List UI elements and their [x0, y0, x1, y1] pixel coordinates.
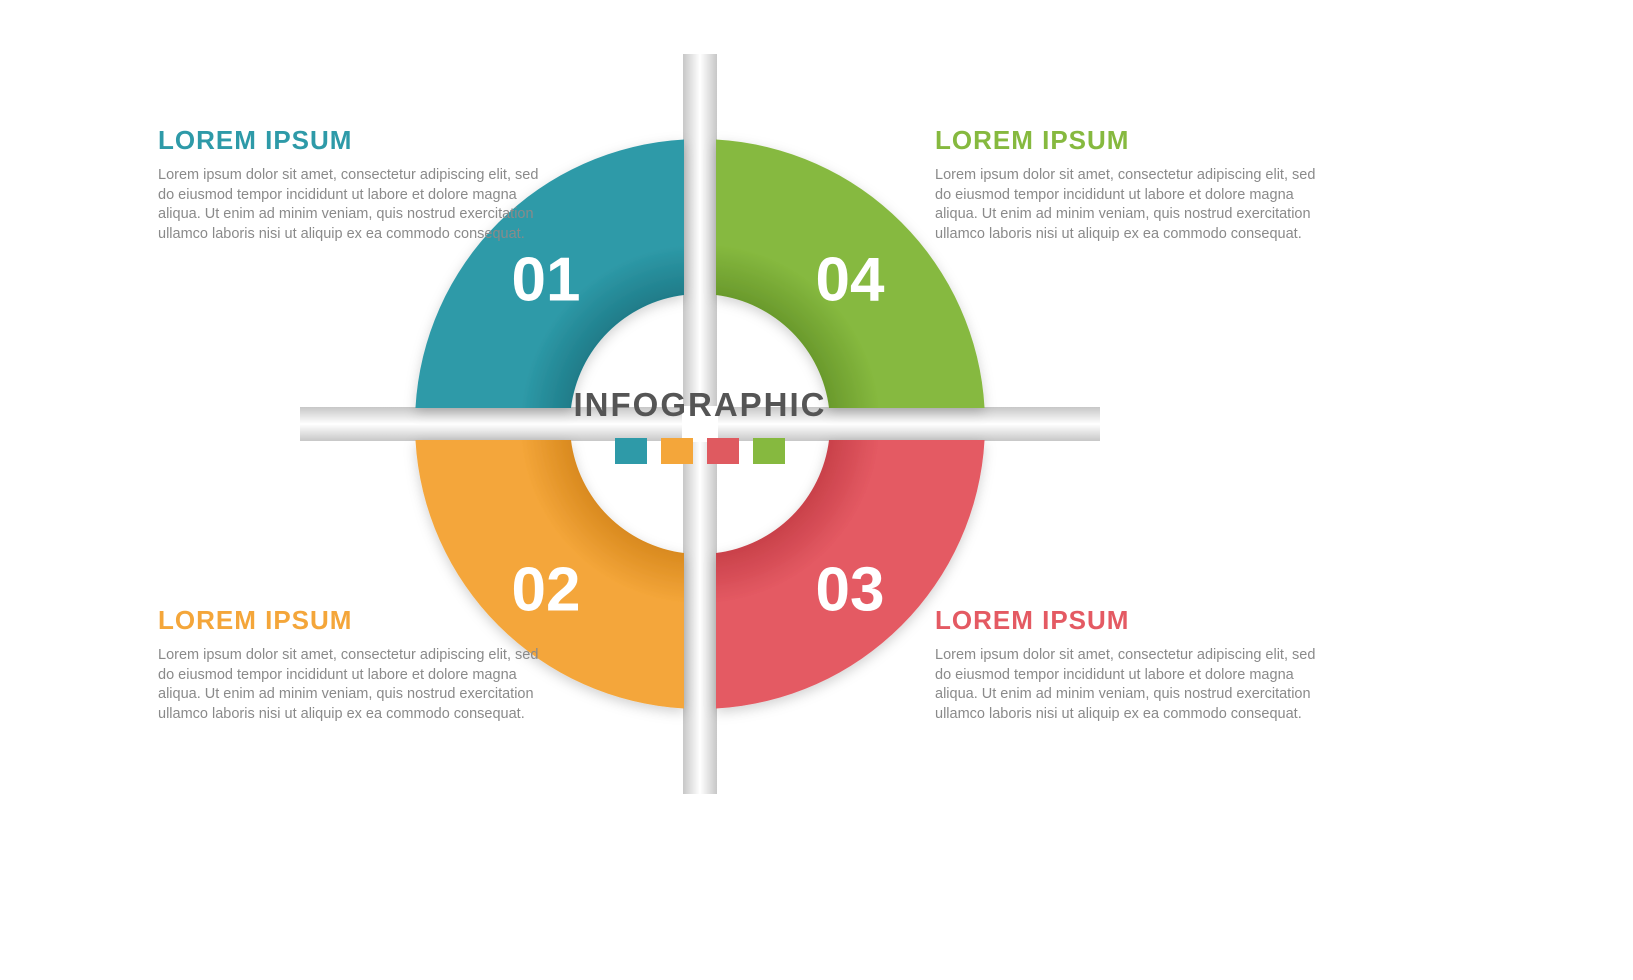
- center-label: INFOGRAPHIC: [550, 386, 850, 464]
- body-b3: Lorem ipsum dolor sit amet, consectetur …: [935, 646, 1325, 724]
- body-b2: Lorem ipsum dolor sit amet, consectetur …: [158, 646, 548, 724]
- swatch-2: [661, 438, 693, 464]
- ring-number-04: 04: [816, 245, 885, 314]
- center-title: INFOGRAPHIC: [550, 386, 850, 424]
- heading-b4: LOREM IPSUM: [935, 125, 1325, 156]
- heading-b3: LOREM IPSUM: [935, 605, 1325, 636]
- text-block-b2: LOREM IPSUM Lorem ipsum dolor sit amet, c…: [158, 605, 548, 724]
- swatch-row: [550, 438, 850, 464]
- body-b4: Lorem ipsum dolor sit amet, consectetur …: [935, 166, 1325, 244]
- heading-b2: LOREM IPSUM: [158, 605, 548, 636]
- body-b1: Lorem ipsum dolor sit amet, consectetur …: [158, 166, 548, 244]
- text-block-b3: LOREM IPSUM Lorem ipsum dolor sit amet, c…: [935, 605, 1325, 724]
- swatch-1: [615, 438, 647, 464]
- ring-number-01: 01: [512, 245, 581, 314]
- text-block-b4: LOREM IPSUM Lorem ipsum dolor sit amet, c…: [935, 125, 1325, 244]
- heading-b1: LOREM IPSUM: [158, 125, 548, 156]
- ring-number-03: 03: [816, 555, 885, 624]
- infographic-stage: 01040203 INFOGRAPHIC LOREM IPSUMLorem ip…: [0, 0, 1633, 980]
- swatch-3: [707, 438, 739, 464]
- text-block-b1: LOREM IPSUM Lorem ipsum dolor sit amet, c…: [158, 125, 548, 244]
- swatch-4: [753, 438, 785, 464]
